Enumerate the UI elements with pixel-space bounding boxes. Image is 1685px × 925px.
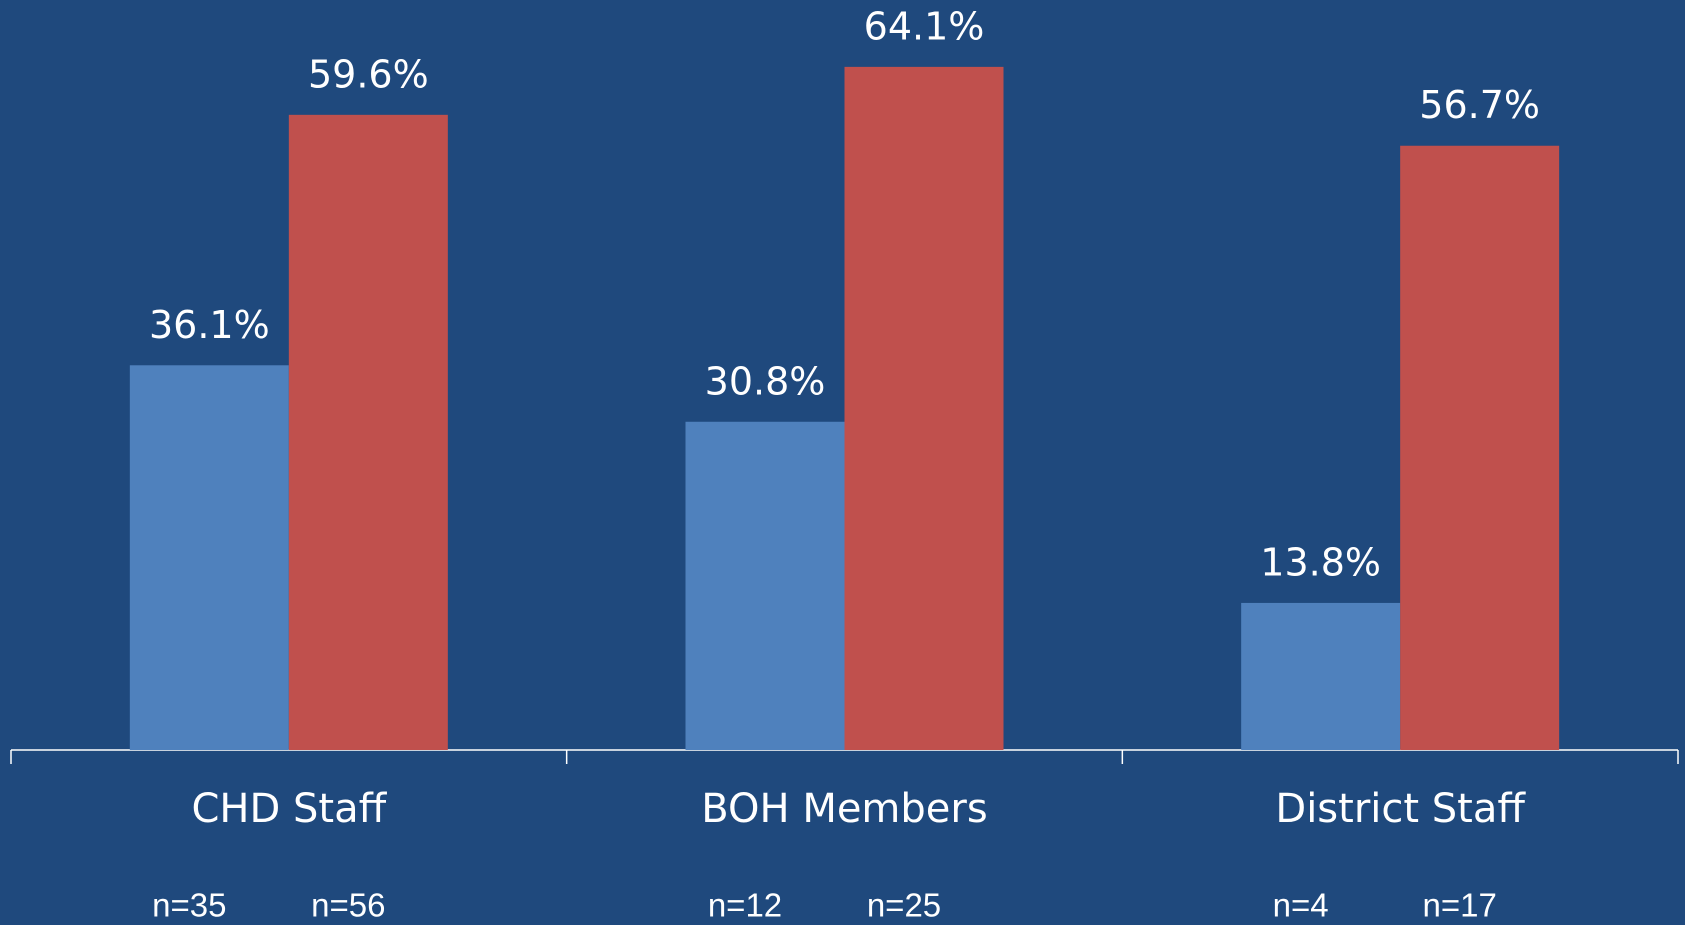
n-label: n=4 — [1273, 887, 1329, 924]
n-label: n=25 — [867, 887, 941, 924]
data-label: 59.6% — [308, 52, 429, 96]
x-tick-label: District Staff — [1275, 786, 1526, 832]
n-label: n=17 — [1422, 887, 1496, 924]
bar — [1400, 145, 1560, 751]
bar — [129, 365, 289, 750]
bar — [1241, 602, 1401, 750]
x-tick-label: BOH Members — [701, 786, 987, 832]
bar — [288, 114, 448, 750]
n-label: n=56 — [311, 887, 385, 924]
n-label: n=35 — [152, 887, 226, 924]
data-label: 36.1% — [149, 303, 270, 347]
bar — [844, 66, 1004, 751]
data-label: 13.8% — [1260, 540, 1381, 584]
data-label: 30.8% — [705, 359, 826, 403]
bar — [685, 421, 845, 750]
data-label: 56.7% — [1419, 83, 1540, 127]
x-tick-label: CHD Staff — [191, 786, 387, 832]
n-label: n=12 — [708, 887, 782, 924]
data-label: 64.1% — [864, 4, 985, 48]
